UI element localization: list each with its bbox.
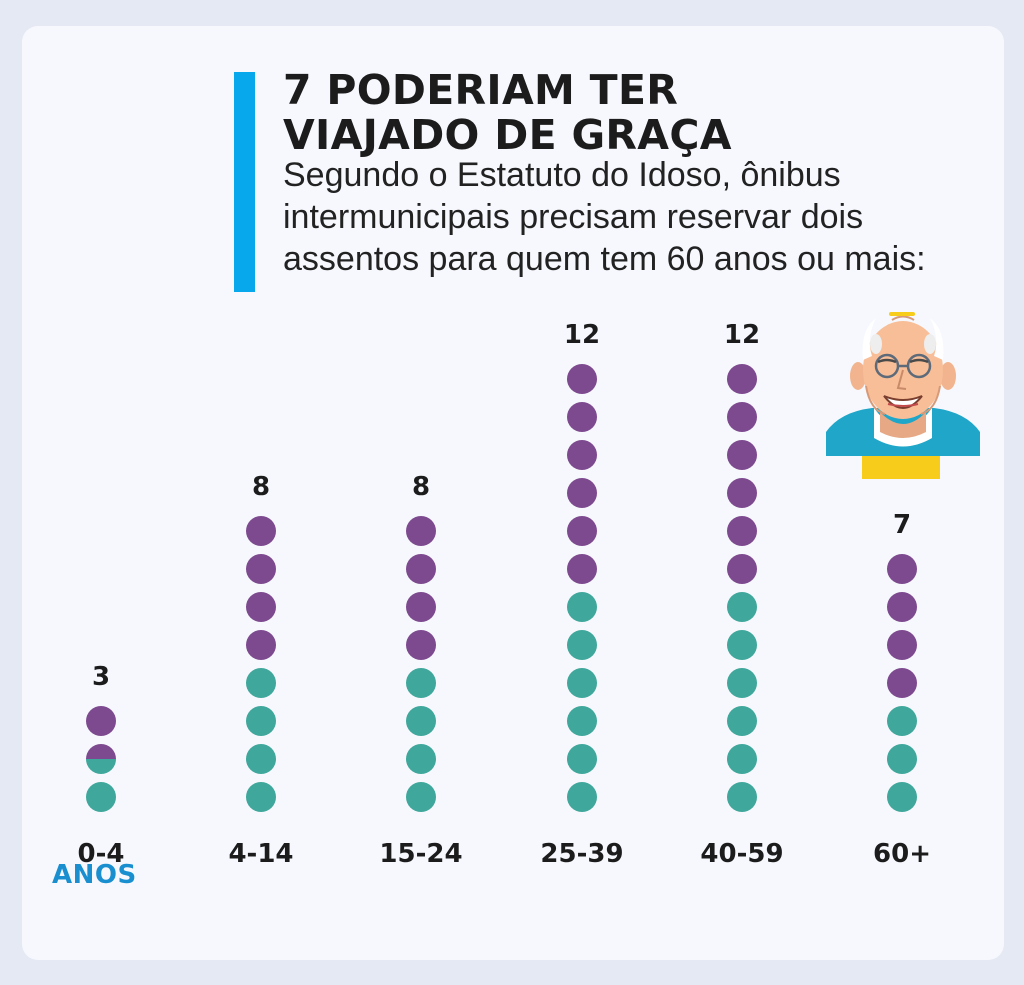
- count-label: 12: [564, 320, 600, 350]
- dot-purple: [887, 630, 917, 660]
- subtitle-line-1: Segundo o Estatuto do Idoso, ônibus: [283, 156, 841, 194]
- dot-teal: [727, 668, 757, 698]
- dot-teal: [887, 782, 917, 812]
- dot-purple: [567, 440, 597, 470]
- dot-purple: [887, 668, 917, 698]
- page-title: 7 PODERIAM TER VIAJADO DE GRAÇA: [283, 68, 732, 158]
- labels-layer: 3 0-4 8 4-14 8 15-24 12 25-39 12 40-59 7 60+: [78, 320, 931, 869]
- dot-purple: [246, 630, 276, 660]
- dot-purple: [887, 554, 917, 584]
- category-label: 4-14: [228, 839, 293, 869]
- dot-teal: [246, 782, 276, 812]
- dot-teal: [246, 744, 276, 774]
- dot-teal: [246, 668, 276, 698]
- dot-purple: [86, 706, 116, 736]
- dot-teal: [246, 706, 276, 736]
- dot-teal: [727, 630, 757, 660]
- dot-purple: [567, 402, 597, 432]
- dot-teal: [887, 744, 917, 774]
- count-label: 3: [92, 662, 110, 692]
- accent-bar: [234, 72, 255, 292]
- dot-teal: [86, 782, 116, 812]
- dot-purple: [567, 364, 597, 394]
- dot-purple: [406, 554, 436, 584]
- dot-purple: [887, 592, 917, 622]
- dot-teal: [406, 782, 436, 812]
- dot-purple: [246, 554, 276, 584]
- dot-teal: [406, 744, 436, 774]
- category-label: 0-4: [78, 839, 125, 869]
- category-label: 15-24: [379, 839, 462, 869]
- dot-teal: [727, 592, 757, 622]
- dot-purple-half: [86, 744, 116, 759]
- dot-purple: [567, 516, 597, 546]
- dot-teal: [567, 782, 597, 812]
- dot-teal: [567, 592, 597, 622]
- dot-purple: [727, 478, 757, 508]
- dot-teal: [887, 706, 917, 736]
- dot-purple: [727, 554, 757, 584]
- dot-split: [86, 744, 116, 774]
- dot-teal: [567, 706, 597, 736]
- dot-purple: [406, 630, 436, 660]
- dot-purple: [246, 516, 276, 546]
- dot-purple: [406, 592, 436, 622]
- dot-purple: [727, 516, 757, 546]
- subtitle-line-3: assentos para quem tem 60 anos ou mais:: [283, 240, 926, 278]
- dot-teal: [567, 668, 597, 698]
- dot-teal: [727, 744, 757, 774]
- dot-purple: [406, 516, 436, 546]
- dot-purple: [727, 440, 757, 470]
- title-line-1: 7 PODERIAM TER: [283, 66, 679, 114]
- dot-purple: [246, 592, 276, 622]
- dot-purple: [567, 554, 597, 584]
- dot-teal-half: [86, 759, 116, 774]
- dot-teal: [567, 630, 597, 660]
- dot-purple: [567, 478, 597, 508]
- title-line-2: VIAJADO DE GRAÇA: [283, 111, 732, 159]
- dot-teal: [406, 706, 436, 736]
- dot-purple: [727, 364, 757, 394]
- count-label: 8: [252, 472, 270, 502]
- dot-teal: [406, 668, 436, 698]
- count-label: 8: [412, 472, 430, 502]
- category-label: 40-59: [700, 839, 783, 869]
- page-subtitle: Segundo o Estatuto do Idoso, ônibus inte…: [283, 154, 926, 280]
- count-label: 7: [893, 510, 911, 540]
- subtitle-line-2: intermunicipais precisam reservar dois: [283, 198, 864, 236]
- count-label: 12: [724, 320, 760, 350]
- dot-teal: [567, 744, 597, 774]
- card-background: [22, 26, 1004, 960]
- dot-teal: [727, 706, 757, 736]
- category-label: 60+: [873, 839, 931, 869]
- unit-label: ANOS: [52, 860, 137, 890]
- dot-purple: [727, 402, 757, 432]
- elderly-man-icon: [826, 312, 980, 479]
- dots-layer: [86, 364, 917, 812]
- dot-teal: [727, 782, 757, 812]
- category-label: 25-39: [540, 839, 623, 869]
